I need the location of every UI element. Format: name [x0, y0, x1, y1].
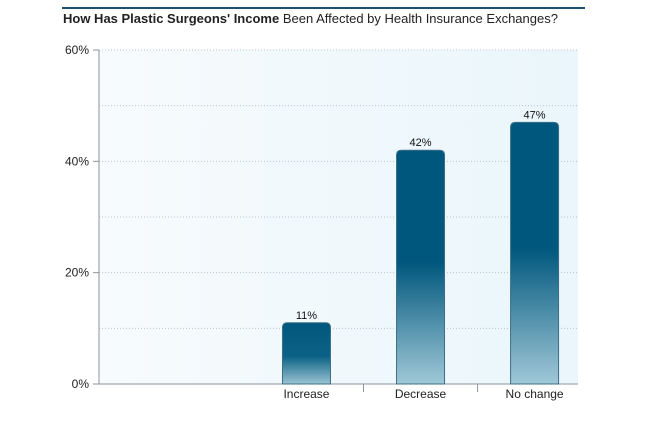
- chart-title-rest: Been Affected by Health Insurance Exchan…: [279, 11, 558, 26]
- chart-title-bold: How Has Plastic Surgeons' Income: [63, 11, 280, 26]
- y-tick-label: 40%: [65, 154, 89, 168]
- axes: [93, 49, 578, 392]
- plot-background: [99, 50, 578, 384]
- data-label: 11%: [296, 310, 317, 322]
- y-tick-label: 0%: [72, 377, 90, 391]
- gridlines: [99, 49, 578, 329]
- chart-title: How Has Plastic Surgeons' Income Been Af…: [63, 11, 558, 26]
- data-label: 47%: [524, 109, 546, 121]
- data-label: 42%: [410, 137, 432, 149]
- labels: 0% 20% 40% 60% 11% Increase 42% Decrease 47% No c…: [65, 43, 564, 401]
- bars: [281, 121, 560, 385]
- x-tick-label: Increase: [283, 387, 329, 401]
- bar-no-change: [510, 121, 560, 385]
- bar-decrease: [396, 149, 446, 385]
- x-tick-label: No change: [506, 387, 564, 401]
- y-tick-label: 20%: [65, 266, 89, 280]
- title-rule: [62, 7, 585, 9]
- y-tick-label: 60%: [65, 43, 89, 57]
- x-tick-label: Decrease: [395, 387, 447, 401]
- bar-increase: [281, 322, 331, 385]
